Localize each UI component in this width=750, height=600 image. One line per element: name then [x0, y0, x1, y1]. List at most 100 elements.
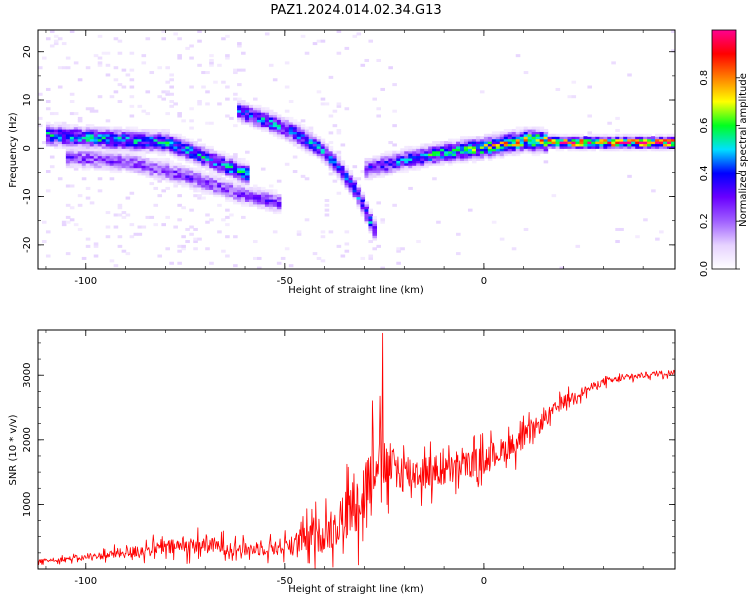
spectrogram-cell	[153, 128, 159, 132]
spectrogram-cell	[639, 141, 644, 145]
spectrogram-cell	[332, 172, 338, 176]
spectrogram-cell	[38, 92, 43, 96]
spectrogram-cell	[205, 182, 210, 186]
spectrogram-cell	[77, 203, 83, 207]
spectrogram-cell	[288, 116, 294, 120]
spectrogram-cell	[129, 133, 135, 137]
spectrogram-cell	[117, 155, 123, 159]
spectrogram-cell	[233, 155, 238, 159]
spectrogram-cell	[555, 145, 561, 149]
spectrogram-cell	[555, 87, 561, 91]
spectrogram-cell	[276, 136, 282, 140]
spectrogram-cell	[245, 107, 250, 111]
spectrogram-cell	[264, 196, 270, 200]
spectrogram-cell	[165, 148, 170, 152]
spectrogram-cell	[117, 170, 123, 174]
spectrogram-cell	[587, 138, 592, 142]
spectrogram-cell	[145, 37, 151, 41]
spectrogram-cell	[571, 145, 577, 149]
spectrogram-cell	[352, 34, 358, 38]
spectrogram-cell	[229, 198, 234, 202]
spectrogram-cell	[360, 213, 366, 217]
spectrogram-cell	[260, 128, 266, 132]
spectrogram-cell	[197, 194, 202, 198]
spectrogram-cell	[57, 121, 63, 125]
spectrogram-cell	[65, 128, 71, 132]
spectrogram-cell	[149, 157, 155, 161]
spectrogram-cell	[535, 136, 541, 140]
spectrogram-cell	[655, 148, 660, 152]
spectrogram-cell	[256, 112, 262, 116]
spectrogram-cell	[241, 119, 246, 123]
spectrogram-cell	[81, 141, 87, 145]
spectrogram-cell	[336, 177, 342, 181]
spectrogram-cell	[491, 150, 497, 154]
spectrogram-cell	[157, 138, 163, 142]
spectrogram-cell	[145, 165, 151, 169]
spectrogram-cell	[412, 167, 417, 171]
spectrogram-cell	[635, 133, 640, 137]
spectrogram-cell	[153, 141, 159, 145]
spectrogram-cell	[519, 136, 525, 140]
spectrogram-cell	[559, 143, 565, 147]
spectrogram-cell	[177, 170, 182, 174]
spectrogram-cell	[181, 143, 186, 147]
spectrogram-cell	[77, 155, 83, 159]
spectrogram-cell	[336, 153, 342, 157]
spectrogram-cell	[467, 208, 473, 212]
spectrogram-cell	[125, 126, 131, 130]
spectrogram-cell	[515, 131, 521, 135]
spectrogram-cell	[340, 254, 346, 258]
spectrogram-cell	[252, 194, 258, 198]
spectrogram-cell	[404, 148, 409, 152]
spectrogram-cell	[209, 184, 214, 188]
spectrogram-cell	[181, 247, 186, 251]
spectrogram-cell	[129, 167, 135, 171]
spectrogram-cell	[252, 97, 258, 101]
spectrogram-cell	[197, 172, 202, 176]
spectrogram-cell	[284, 85, 290, 89]
spectrogram-cell	[145, 167, 151, 171]
spectrogram-cell	[667, 138, 672, 142]
spectrogram-cell	[348, 186, 354, 190]
spectrogram-cell	[619, 133, 624, 137]
spectrogram-cell	[471, 141, 477, 145]
spectrogram-cell	[157, 177, 163, 181]
spectrogram-cell	[197, 189, 202, 193]
spectrogram-cell	[252, 189, 258, 193]
spectrogram-cell	[205, 71, 210, 75]
spectrogram-cell	[85, 186, 91, 190]
spectrogram-cell	[121, 211, 127, 215]
spectrogram-cell	[424, 143, 429, 147]
spectrogram-cell	[364, 170, 370, 174]
spectrogram-cell	[603, 145, 608, 149]
spectrogram-cell	[272, 114, 278, 118]
spectrogram-cell	[217, 191, 222, 195]
spectrogram-cell	[105, 167, 111, 171]
spectrogram-cell	[659, 136, 664, 140]
spectrogram-cell	[85, 150, 91, 154]
spectrogram-cell	[412, 162, 417, 166]
spectrogram-cell	[69, 206, 75, 210]
spectrogram-cell	[555, 138, 561, 142]
spectrogram-cell	[511, 150, 517, 154]
spectrogram-y-tick-label: -20	[22, 237, 33, 253]
spectrogram-cell	[340, 143, 346, 147]
spectrogram-cell	[408, 153, 413, 157]
spectrogram-cell	[284, 119, 290, 123]
spectrogram-cell	[300, 138, 306, 142]
spectrogram-cell	[424, 165, 429, 169]
spectrogram-cell	[368, 254, 374, 258]
spectrogram-cell	[249, 203, 254, 207]
spectrogram-cell	[603, 138, 608, 142]
spectrogram-cell	[460, 136, 465, 140]
spectrogram-cell	[221, 189, 226, 193]
spectrogram-cell	[372, 155, 378, 159]
spectrogram-cell	[125, 213, 131, 217]
spectrogram-cell	[53, 136, 59, 140]
spectrogram-cell	[81, 256, 87, 260]
spectrogram-cell	[109, 157, 115, 161]
spectrogram-cell	[241, 198, 246, 202]
spectrogram-cell	[85, 141, 91, 145]
spectrogram-cell	[444, 141, 449, 145]
